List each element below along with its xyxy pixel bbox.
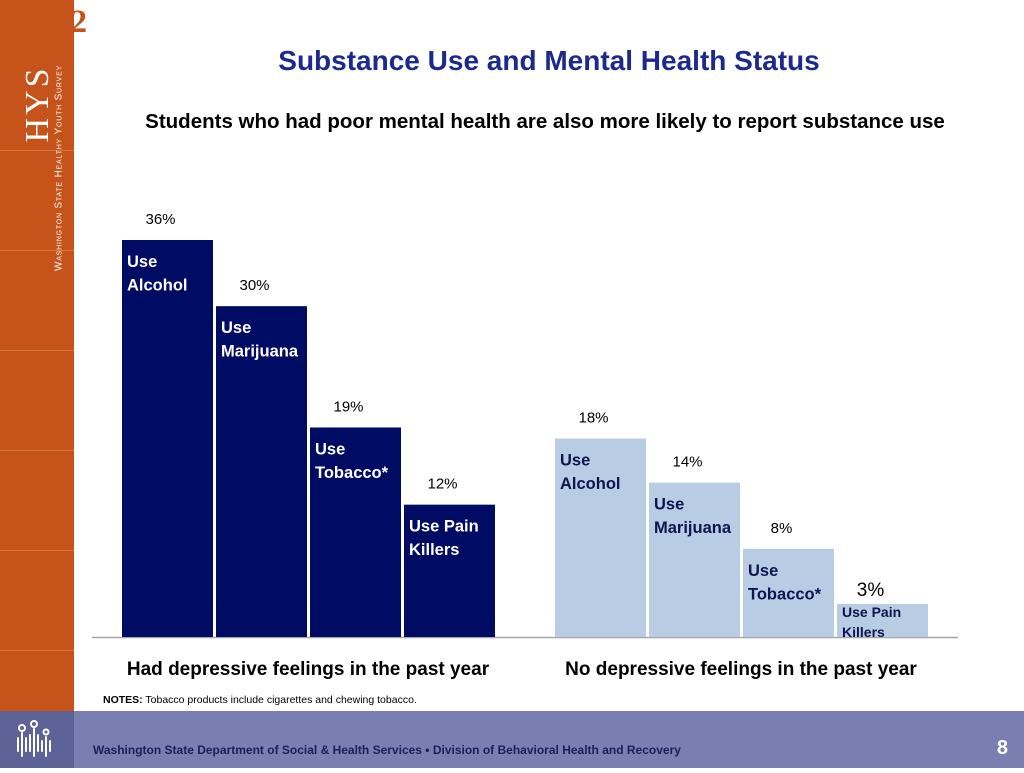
bar: [216, 306, 307, 637]
survey-year: 2012: [18, 4, 88, 40]
bar-label: Use Pain: [842, 604, 901, 620]
sidebar-banner: HYS Washington State Healthy Youth Surve…: [0, 0, 74, 711]
bar-label: Killers: [409, 541, 459, 559]
data-label: 3%: [857, 580, 885, 601]
bar-label: Marijuana: [221, 343, 299, 361]
bar-label: Alcohol: [127, 277, 188, 295]
slide-title: Substance Use and Mental Health Status: [278, 45, 820, 76]
notes-text: Tobacco products include cigarettes and …: [145, 694, 417, 706]
page-number: 8: [996, 737, 1008, 759]
data-label: 19%: [333, 398, 363, 415]
data-label: 14%: [672, 454, 702, 471]
category-label: No depressive feelings in the past year: [565, 659, 917, 680]
footer-text: Washington State Department of Social & …: [93, 743, 681, 757]
data-label: 30%: [239, 277, 269, 294]
data-label: 12%: [427, 476, 457, 493]
bar-label: Use: [748, 562, 778, 580]
bar-label: Use: [315, 440, 345, 458]
data-label: 18%: [578, 410, 608, 427]
category-label: Had depressive feelings in the past year: [127, 659, 490, 680]
bar-label: Marijuana: [654, 519, 732, 537]
footer: Washington State Department of Social & …: [0, 711, 1024, 768]
notes-label: NOTES:: [103, 694, 143, 706]
bar-label: Killers: [842, 624, 885, 640]
bar: [743, 548, 834, 637]
bar: [555, 438, 646, 637]
bar-label: Alcohol: [560, 475, 621, 493]
bar-chart: 36% Use Alcohol 30% Use Marijuana 19% Use Tobacc…: [92, 211, 958, 680]
bar-label: Use Pain: [409, 518, 479, 536]
slide-subtitle: Students who had poor mental health are …: [145, 110, 945, 133]
bar-label: Use: [127, 253, 157, 271]
bar-label: Tobacco*: [748, 585, 822, 603]
people-icon: [17, 720, 51, 757]
bar-label: Use: [221, 319, 251, 337]
bar-label: Use: [560, 452, 590, 470]
bar: [404, 504, 495, 637]
bar: [122, 240, 213, 637]
footer-logo: [0, 711, 74, 768]
bar: [837, 603, 928, 637]
data-label: 36%: [145, 211, 175, 228]
data-label: 8%: [771, 520, 793, 537]
notes: NOTES: Tobacco products include cigarett…: [103, 694, 417, 706]
bar: [310, 427, 401, 637]
bar: [649, 482, 740, 637]
bar-label: Use: [654, 496, 684, 514]
bar-label: Tobacco*: [315, 464, 389, 482]
